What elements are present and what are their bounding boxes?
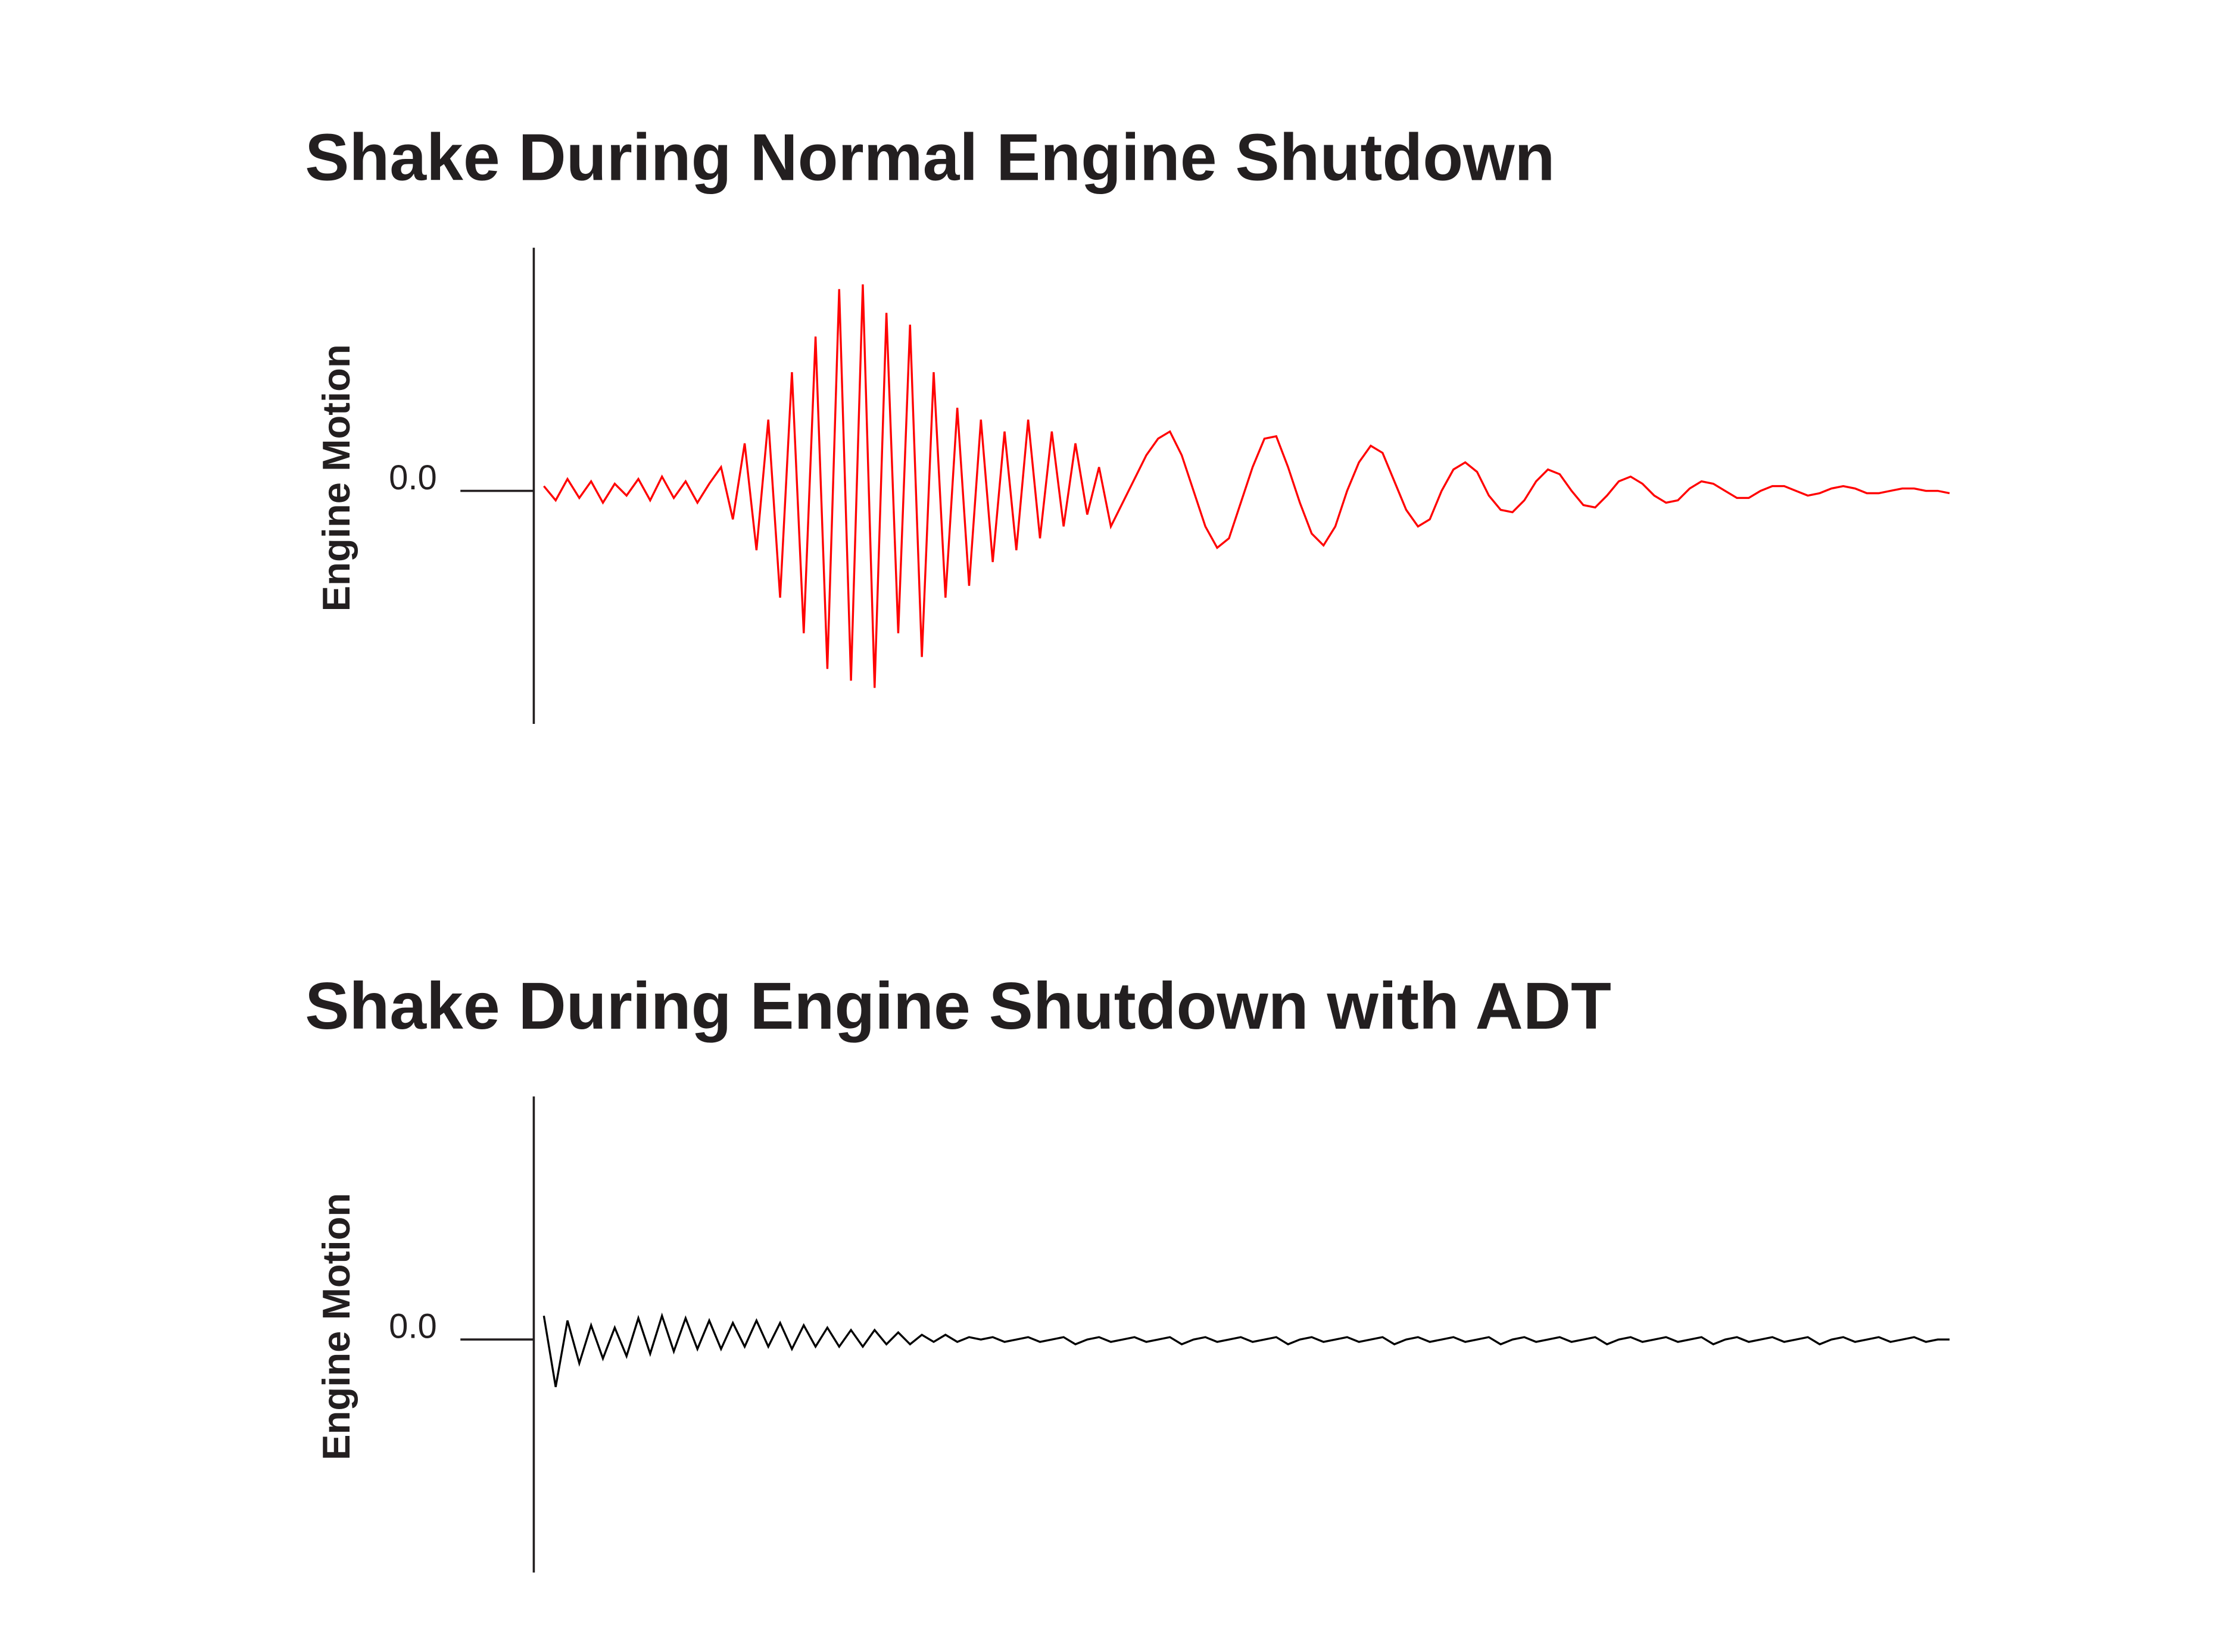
data-line	[543, 284, 1950, 688]
y-axis-label: Engine Motion	[314, 344, 358, 611]
data-line	[542, 1312, 1950, 1388]
y-tick-label: 0.0	[389, 459, 437, 497]
chart-title: Shake During Engine Shutdown with ADT	[305, 969, 1611, 1043]
y-axis-label: Engine Motion	[314, 1193, 358, 1460]
chart-title: Shake During Normal Engine Shutdown	[305, 120, 1555, 195]
y-tick-label: 0.0	[389, 1308, 437, 1346]
